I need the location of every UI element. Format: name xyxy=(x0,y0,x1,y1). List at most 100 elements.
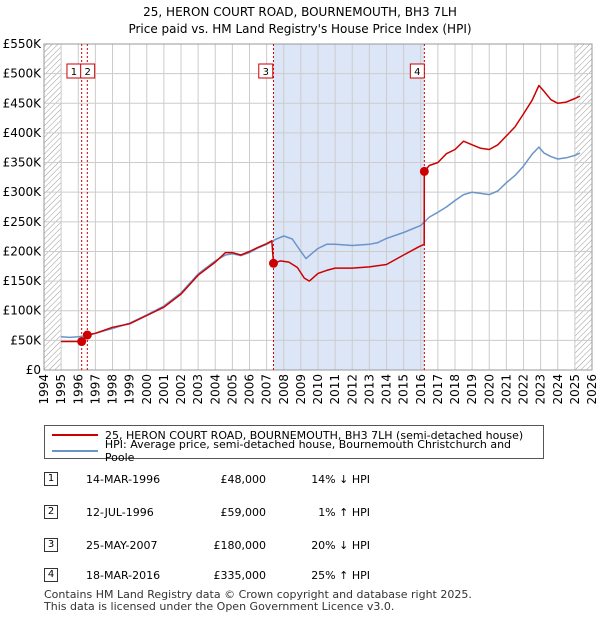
sale-row: 2 12-JUL-1996 £59,000 1% ↑ HPI xyxy=(44,503,404,523)
annotation-box-label: 4 xyxy=(414,67,420,78)
legend-swatch-hpi xyxy=(52,450,98,452)
sale-hpi-change: 25% ↑ HPI xyxy=(311,569,370,582)
legend-label-hpi: HPI: Average price, semi-detached house,… xyxy=(104,438,512,464)
sale-number-badge: 3 xyxy=(44,538,58,552)
hatched-region-after xyxy=(574,44,592,370)
x-tick-label: 2005 xyxy=(225,374,239,405)
sale-date: 14-MAR-1996 xyxy=(86,473,161,486)
x-tick-label: 2022 xyxy=(517,374,531,405)
x-tick-label: 2019 xyxy=(465,374,479,405)
x-tick-label: 2012 xyxy=(345,374,359,405)
sale-price: £180,000 xyxy=(213,539,267,552)
grid-lines xyxy=(43,43,593,371)
x-tick-label: 2009 xyxy=(294,374,308,405)
sale-date: 25-MAY-2007 xyxy=(86,539,158,552)
annotation-box-label: 3 xyxy=(263,67,269,78)
x-tick-label: 1994 xyxy=(37,374,51,405)
sale-hpi-change: 1% ↑ HPI xyxy=(318,506,370,519)
sale-number-badge: 2 xyxy=(44,505,58,519)
annotation-box-label: 2 xyxy=(84,67,90,78)
sale-marker-point xyxy=(82,330,92,340)
x-tick-label: 2025 xyxy=(568,374,582,405)
x-tick-label: 2023 xyxy=(534,374,548,405)
x-tick-label: 2000 xyxy=(140,374,154,405)
x-tick-label: 2021 xyxy=(499,374,513,405)
y-tick-label: £50K xyxy=(10,333,42,347)
sale-marker-point xyxy=(77,337,87,347)
x-tick-label: 2001 xyxy=(157,374,171,405)
chart-title-line2: Price paid vs. HM Land Registry's House … xyxy=(128,22,472,36)
x-tick-label: 2006 xyxy=(243,374,257,405)
plot-frame xyxy=(43,43,593,371)
y-tick-label: £550K xyxy=(3,37,43,51)
x-tick-label: 1997 xyxy=(88,374,102,405)
y-tick-label: £450K xyxy=(3,96,43,110)
sale-marker-point xyxy=(268,258,278,268)
sale-price: £48,000 xyxy=(220,473,267,486)
legend-item-hpi: HPI: Average price, semi-detached house,… xyxy=(45,438,543,464)
property-price-line xyxy=(61,84,581,343)
sale-number-badge: 4 xyxy=(44,568,58,582)
annotation-box-label: 1 xyxy=(71,67,77,78)
x-tick-label: 2020 xyxy=(482,374,496,405)
hpi-line xyxy=(61,146,581,339)
chart-title-line1: 25, HERON COURT ROAD, BOURNEMOUTH, BH3 7… xyxy=(143,5,457,19)
legend-label-property: 25, HERON COURT ROAD, BOURNEMOUTH, BH3 7… xyxy=(105,428,524,442)
annotation-box xyxy=(258,63,274,79)
footer-copyright: Contains HM Land Registry data © Crown c… xyxy=(44,588,472,601)
y-tick-label: £400K xyxy=(3,126,43,140)
x-tick-label: 2015 xyxy=(397,374,411,405)
y-tick-label: £500K xyxy=(3,67,43,81)
x-tick-label: 2004 xyxy=(208,374,222,405)
x-tick-label: 2008 xyxy=(277,374,291,405)
x-tick-label: 2014 xyxy=(380,374,394,405)
y-tick-label: £300K xyxy=(3,185,43,199)
sale-price: £59,000 xyxy=(220,506,267,519)
sale-hpi-change: 14% ↓ HPI xyxy=(311,473,370,486)
x-tick-label: 2026 xyxy=(585,374,599,405)
y-tick-label: £100K xyxy=(3,304,43,318)
x-axis-ticks: 1994 1995 1996 1997 1998 1999 2000 2001 2002 2003… xyxy=(37,374,599,405)
x-tick-label: 1999 xyxy=(123,374,137,405)
footer-license: This data is licensed under the Open Gov… xyxy=(44,600,395,613)
shaded-ownership-period xyxy=(273,44,425,370)
hatched-region-before xyxy=(44,44,61,370)
sale-row: 4 18-MAR-2016 £335,000 25% ↑ HPI xyxy=(44,566,404,586)
x-tick-label: 2017 xyxy=(431,374,445,405)
sale-price: £335,000 xyxy=(213,569,267,582)
sale-number-badge: 1 xyxy=(44,472,58,486)
sale-markers xyxy=(77,166,429,347)
x-tick-label: 1998 xyxy=(106,374,120,405)
x-tick-label: 2007 xyxy=(260,374,274,405)
sale-date: 18-MAR-2016 xyxy=(86,569,161,582)
y-tick-label: £250K xyxy=(3,215,43,229)
annotation-box xyxy=(409,63,425,79)
x-tick-label: 2013 xyxy=(362,374,376,405)
x-tick-label: 2024 xyxy=(551,374,565,405)
sale-hpi-change: 20% ↓ HPI xyxy=(311,539,370,552)
annotation-box xyxy=(80,63,96,79)
legend-item-property: 25, HERON COURT ROAD, BOURNEMOUTH, BH3 7… xyxy=(45,427,523,443)
x-tick-label: 2011 xyxy=(328,374,342,405)
y-tick-label: £0 xyxy=(26,363,41,377)
sale-row: 3 25-MAY-2007 £180,000 20% ↓ HPI xyxy=(44,536,404,556)
x-tick-label: 1995 xyxy=(54,374,68,405)
y-axis-ticks: £0 £50K £100K £150K £200K £250K £300K £350K £400… xyxy=(3,37,43,377)
sale-row: 1 14-MAR-1996 £48,000 14% ↓ HPI xyxy=(44,470,404,490)
chart-title: 25, HERON COURT ROAD, BOURNEMOUTH, BH3 7… xyxy=(0,4,600,38)
series-lines xyxy=(61,84,581,343)
x-tick-label: 2003 xyxy=(191,374,205,405)
x-tick-label: 2002 xyxy=(174,374,188,405)
sale-date: 12-JUL-1996 xyxy=(86,506,154,519)
x-tick-label: 2018 xyxy=(448,374,462,405)
x-tick-label: 2016 xyxy=(414,374,428,405)
y-tick-label: £350K xyxy=(3,156,43,170)
x-tick-label: 2010 xyxy=(311,374,325,405)
y-tick-label: £150K xyxy=(3,274,43,288)
x-tick-label: 1996 xyxy=(71,374,85,405)
sale-marker-point xyxy=(419,166,429,176)
y-tick-label: £200K xyxy=(3,244,43,258)
legend-swatch-property xyxy=(52,434,98,436)
footer: Contains HM Land Registry data © Crown c… xyxy=(44,589,472,613)
